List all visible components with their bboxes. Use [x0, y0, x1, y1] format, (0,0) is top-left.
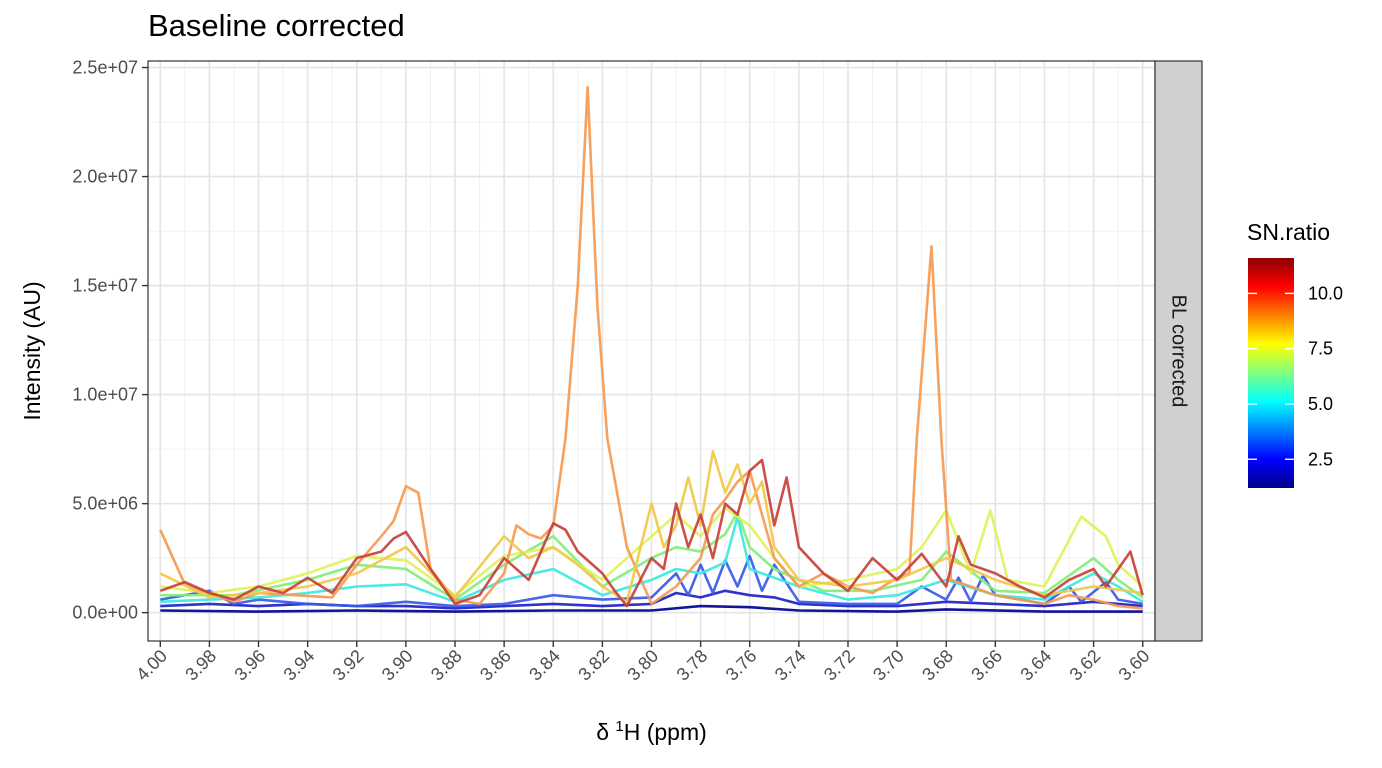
y-tick-label: 2.5e+07	[72, 58, 138, 78]
series-layer	[159, 85, 1144, 613]
chart-title: Baseline corrected	[148, 8, 405, 43]
x-tick-label: 3.60	[1115, 646, 1154, 685]
legend: SN.ratio 2.5 5.0 7.5 10.0	[1247, 219, 1343, 488]
legend-tick-label: 2.5	[1308, 449, 1333, 469]
x-tick-label: 3.88	[427, 646, 466, 685]
y-tick-label: 0.0e+00	[72, 603, 138, 623]
series-line-3	[160, 506, 1144, 597]
y-axis: 0.0e+00 5.0e+06 1.0e+07 1.5e+07 2.0e+07 2.5e+…	[72, 58, 148, 623]
x-tick-label: 3.70	[869, 646, 908, 685]
y-tick-label: 1.5e+07	[72, 276, 138, 296]
series-line-2	[159, 450, 1143, 604]
x-tick-label: 3.78	[673, 646, 712, 685]
legend-title: SN.ratio	[1247, 219, 1330, 245]
x-tick-label: 3.82	[574, 646, 613, 685]
x-tick-label: 4.00	[132, 646, 171, 685]
x-tick-label: 3.80	[623, 646, 662, 685]
y-tick-label: 2.0e+07	[72, 167, 138, 187]
x-axis-label: δ 1H (ppm)	[596, 718, 707, 745]
facet-label: BL corrected	[1168, 295, 1190, 408]
x-tick-label: 3.96	[230, 646, 269, 685]
legend-tick-label: 5.0	[1308, 394, 1333, 414]
legend-colorbar	[1248, 258, 1294, 488]
series-line-1	[159, 458, 1144, 608]
x-tick-label: 3.86	[476, 646, 515, 685]
legend-tick-label: 7.5	[1308, 339, 1333, 359]
y-axis-label: Intensity (AU)	[19, 281, 45, 420]
x-tick-label: 3.74	[771, 646, 810, 685]
y-tick-label: 5.0e+06	[72, 494, 138, 514]
x-tick-label: 3.62	[1066, 646, 1105, 685]
facet-strip: BL corrected	[1154, 60, 1203, 642]
x-tick-label: 3.94	[280, 646, 319, 685]
series-line-4	[160, 511, 1144, 601]
x-axis: 4.00 3.98 3.96 3.94 3.92 3.90 3.88 3.86 3.84 3.82…	[132, 641, 1154, 685]
x-tick-label: 3.72	[820, 646, 859, 685]
x-tick-label: 3.64	[1016, 646, 1055, 685]
x-axis-label-suffix: H (ppm)	[624, 719, 707, 745]
x-axis-label-superscript: 1	[615, 718, 623, 735]
x-tick-label: 3.68	[918, 646, 957, 685]
x-tick-label: 3.90	[378, 646, 417, 685]
x-tick-label: 3.76	[722, 646, 761, 685]
x-tick-label: 3.98	[181, 646, 220, 685]
x-axis-label-prefix: δ	[596, 719, 615, 745]
legend-ticks: 2.5 5.0 7.5 10.0	[1248, 283, 1343, 469]
x-tick-label: 3.84	[525, 646, 564, 685]
x-tick-label: 3.92	[329, 646, 368, 685]
legend-tick-label: 10.0	[1308, 283, 1343, 303]
x-tick-label: 3.66	[967, 646, 1006, 685]
series-line-0	[159, 85, 1143, 610]
y-tick-label: 1.0e+07	[72, 385, 138, 405]
series-line-8	[160, 604, 1143, 613]
